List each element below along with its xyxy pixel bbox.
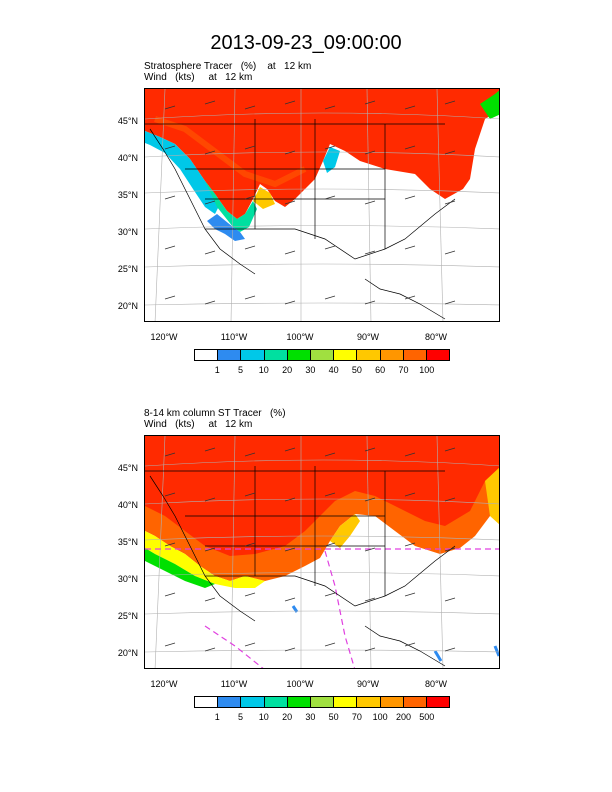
panel2-map-canvas [145, 436, 499, 668]
map-title: 2013-09-23_09:00:00 [210, 32, 402, 54]
panel1-lat-label: 35°N [117, 190, 138, 200]
panel1-title-line2: Wind (kts) at 12 km [144, 72, 253, 83]
colorbar-cell [241, 350, 265, 360]
panel1-lon-label: 110°W [220, 332, 248, 342]
colorbar-tick-label: 20 [282, 712, 293, 722]
panel2-lon-label: 120°W [150, 679, 178, 689]
colorbar-cell [241, 697, 265, 707]
panel1-lat-label: 30°N [117, 227, 138, 237]
colorbar-tick-label: 30 [305, 365, 316, 375]
colorbar-tick-label: 1 [214, 712, 220, 722]
panel2-title-line2: Wind (kts) at 12 km [144, 419, 253, 430]
colorbar-cell [334, 697, 358, 707]
colorbar-tick-label: 1 [214, 365, 220, 375]
colorbar-tick-label: 20 [282, 365, 293, 375]
colorbar-cell [218, 350, 242, 360]
panel2-lon-label: 90°W [356, 679, 380, 689]
colorbar-cell [310, 350, 335, 360]
panel2-lat-label: 20°N [117, 648, 138, 658]
panel1-colorbar [194, 349, 450, 361]
panel1-map [144, 88, 500, 322]
colorbar-cell [334, 350, 358, 360]
panel1-title-line1: Stratosphere Tracer (%) at 12 km [144, 61, 312, 72]
colorbar-cell [403, 350, 427, 360]
panel2-lat-label: 40°N [117, 500, 138, 510]
colorbar-cell [426, 350, 450, 360]
colorbar-cell [218, 697, 242, 707]
colorbar-cell [357, 350, 381, 360]
panel2-map [144, 435, 500, 669]
colorbar-tick-label: 100 [372, 712, 388, 722]
panel1-lon-label: 90°W [356, 332, 380, 342]
colorbar-tick-label: 70 [398, 365, 409, 375]
panel1-lat-label: 45°N [117, 116, 138, 126]
colorbar-cell [380, 697, 404, 707]
colorbar-tick-label: 30 [305, 712, 316, 722]
colorbar-tick-label: 200 [395, 712, 411, 722]
colorbar-cell [287, 350, 311, 360]
colorbar-cell [403, 697, 427, 707]
panel1-lon-label: 80°W [424, 332, 448, 342]
panel1-lat-label: 20°N [117, 301, 138, 311]
colorbar-cell [264, 350, 288, 360]
panel2-lat-label: 35°N [117, 537, 138, 547]
colorbar-tick-label: 40 [328, 365, 339, 375]
colorbar-tick-label: 10 [258, 365, 269, 375]
colorbar-cell [287, 697, 311, 707]
panel2-lon-label: 100°W [286, 679, 314, 689]
colorbar-cell [310, 697, 335, 707]
panel1-map-canvas [145, 89, 499, 321]
panel2-title-line1: 8-14 km column ST Tracer (%) [144, 408, 286, 419]
colorbar-cell [357, 697, 381, 707]
colorbar-tick-label: 50 [328, 712, 339, 722]
colorbar-tick-label: 100 [419, 365, 435, 375]
panel1-lat-label: 25°N [117, 264, 138, 274]
colorbar-tick-label: 60 [375, 365, 386, 375]
colorbar-tick-label: 70 [351, 712, 362, 722]
colorbar-tick-label: 50 [351, 365, 362, 375]
colorbar-cell [195, 697, 219, 707]
panel1-lon-label: 120°W [150, 332, 178, 342]
panel2-lat-label: 45°N [117, 463, 138, 473]
colorbar-cell [195, 350, 219, 360]
panel1-lat-label: 40°N [117, 153, 138, 163]
panel1-lon-label: 100°W [286, 332, 314, 342]
colorbar-tick-label: 10 [258, 712, 269, 722]
colorbar-tick-label: 5 [238, 712, 244, 722]
colorbar-tick-label: 500 [419, 712, 435, 722]
colorbar-cell [264, 697, 288, 707]
panel2-lat-label: 30°N [117, 574, 138, 584]
colorbar-tick-label: 5 [238, 365, 244, 375]
panel2-lat-label: 25°N [117, 611, 138, 621]
panel2-lon-label: 110°W [220, 679, 248, 689]
panel2-colorbar [194, 696, 450, 708]
colorbar-cell [426, 697, 450, 707]
colorbar-cell [380, 350, 404, 360]
panel2-lon-label: 80°W [424, 679, 448, 689]
